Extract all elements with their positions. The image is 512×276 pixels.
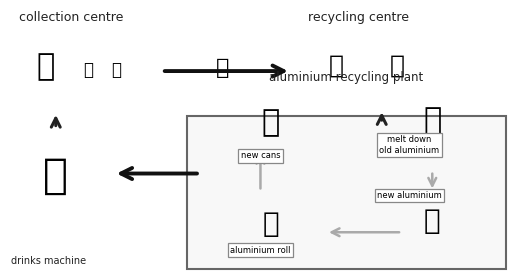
- Text: 🗑: 🗑: [36, 52, 55, 81]
- Text: aluminium roll: aluminium roll: [230, 246, 291, 254]
- Text: 📺: 📺: [43, 155, 68, 197]
- Text: recycling centre: recycling centre: [309, 11, 410, 24]
- Text: 🪣: 🪣: [423, 106, 441, 135]
- Text: 🏭: 🏭: [329, 54, 344, 78]
- Text: 📦: 📦: [112, 61, 121, 79]
- Text: drinks machine: drinks machine: [11, 256, 86, 266]
- Text: collection centre: collection centre: [19, 11, 123, 24]
- Text: 📦: 📦: [83, 61, 94, 79]
- Text: 🌲: 🌲: [390, 54, 404, 78]
- Text: 🚛: 🚛: [216, 58, 229, 78]
- Text: melt down
old aluminium: melt down old aluminium: [379, 135, 440, 155]
- Text: aluminium recycling plant: aluminium recycling plant: [269, 71, 423, 84]
- Text: 📜: 📜: [262, 210, 279, 238]
- Text: new aluminium: new aluminium: [377, 191, 442, 200]
- FancyBboxPatch shape: [187, 116, 505, 269]
- Text: new cans: new cans: [241, 151, 280, 160]
- Text: 💰: 💰: [424, 207, 441, 235]
- Text: 🧱: 🧱: [262, 108, 280, 137]
